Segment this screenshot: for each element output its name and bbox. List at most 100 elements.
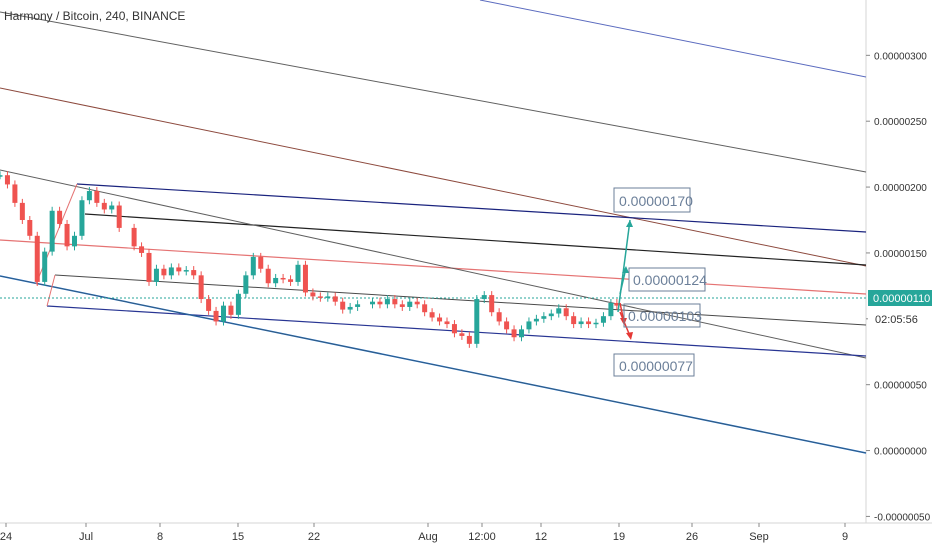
channel-top-line[interactable] <box>76 183 867 233</box>
candle <box>235 293 241 315</box>
candle <box>489 295 495 313</box>
candle <box>109 205 115 210</box>
price-tick-label: 0.00000000 <box>874 447 927 458</box>
candle <box>72 235 77 247</box>
callout-label-124: 0.00000124 <box>633 272 707 288</box>
arrow-down-target-077 <box>619 311 631 337</box>
candle <box>317 296 323 298</box>
trendline-black[interactable] <box>84 213 867 266</box>
time-tick-label: 19 <box>613 531 625 543</box>
price-tick-label: 0.00000250 <box>874 117 927 128</box>
candle <box>27 220 33 236</box>
callout-box-103 <box>623 303 701 328</box>
price-axis[interactable]: 0.00000300 0.00000250 0.00000200 0.00000150… <box>866 51 931 523</box>
candle <box>511 329 517 338</box>
callout-target-103[interactable]: 0.00000103 <box>623 303 702 328</box>
candle <box>504 321 510 330</box>
candle-countdown: 02:05:56 <box>875 314 918 326</box>
trendline-top-blue[interactable] <box>479 0 867 78</box>
callout-label-170: 0.00000170 <box>619 193 693 209</box>
trendline-mid-gray[interactable] <box>54 274 867 326</box>
trendline-red[interactable] <box>0 239 867 295</box>
candle <box>392 299 398 305</box>
time-tick-label: 8 <box>157 531 163 543</box>
pitchfork-handle-left[interactable] <box>35 183 78 285</box>
pitchfork-handle-right[interactable] <box>46 274 56 307</box>
candle <box>273 277 279 284</box>
candle <box>347 306 353 310</box>
candle <box>310 292 316 297</box>
candle <box>221 305 226 322</box>
candle <box>191 270 197 276</box>
countdown-badge <box>868 310 932 328</box>
callout-label-077: 0.00000077 <box>619 358 693 374</box>
price-callouts[interactable]: 0.00000170 0.00000124 0.00000103 0.00000… <box>613 187 707 377</box>
candle <box>563 308 569 317</box>
candle <box>79 200 85 236</box>
candle <box>64 223 70 247</box>
candle <box>183 270 189 272</box>
candle <box>526 321 532 330</box>
candle <box>86 191 92 201</box>
price-tick-label: 0.00000150 <box>874 249 927 260</box>
time-tick-label: Jul <box>79 531 93 543</box>
candle <box>451 324 457 334</box>
candle <box>571 316 577 325</box>
arrow-up-target-170-head <box>626 220 633 227</box>
candle <box>466 335 472 344</box>
candle <box>4 175 10 185</box>
candle <box>0 175 3 177</box>
callout-target-124[interactable]: 0.00000124 <box>628 267 707 292</box>
candle <box>519 329 524 338</box>
candle <box>340 301 346 310</box>
candle <box>295 264 301 282</box>
candle <box>116 205 122 228</box>
candle <box>593 322 599 325</box>
candle <box>243 275 249 294</box>
candle <box>586 321 592 325</box>
trendline-diagonal-gray[interactable] <box>0 169 867 359</box>
candle <box>265 268 271 284</box>
callout-target-170[interactable]: 0.00000170 <box>613 187 693 213</box>
price-tick-label: 0.00000200 <box>874 183 927 194</box>
time-axis[interactable]: 24 Jul 8 15 22 Aug 12:00 12 19 26 Sep 9 <box>0 523 848 543</box>
candle <box>302 264 308 293</box>
time-tick-label: Sep <box>749 531 769 543</box>
trendline-brown[interactable] <box>0 87 867 267</box>
candle <box>206 299 212 311</box>
trendline-upper-gray[interactable] <box>0 11 867 173</box>
arrow-up-target-170 <box>617 219 631 313</box>
candle <box>496 312 502 322</box>
time-tick-label: 24 <box>0 531 12 543</box>
time-tick-label: 26 <box>686 531 698 543</box>
candle <box>533 318 539 322</box>
candle <box>332 296 338 302</box>
candle <box>614 302 620 306</box>
candle <box>280 277 286 280</box>
candle <box>422 304 428 313</box>
candle <box>377 301 383 305</box>
candle <box>228 305 234 315</box>
candle <box>49 210 55 252</box>
time-tick-label: 9 <box>842 531 848 543</box>
time-tick-label: 22 <box>308 531 320 543</box>
trendline-lower-blue-shadow <box>0 275 867 454</box>
candle <box>548 313 554 317</box>
candle <box>198 275 204 300</box>
candle <box>325 296 331 298</box>
callout-box-077 <box>613 353 695 377</box>
candle <box>42 251 48 282</box>
candle <box>57 210 63 224</box>
current-price-label: 0.00000110 02:05:56 <box>868 290 932 328</box>
candle <box>474 299 480 344</box>
candle <box>437 317 443 322</box>
candle <box>146 252 152 282</box>
callout-target-077[interactable]: 0.00000077 <box>613 353 695 377</box>
trendlines[interactable] <box>0 0 867 454</box>
candle <box>481 295 487 300</box>
candle <box>600 316 606 323</box>
callout-box-170 <box>613 187 691 213</box>
candle <box>12 184 18 203</box>
